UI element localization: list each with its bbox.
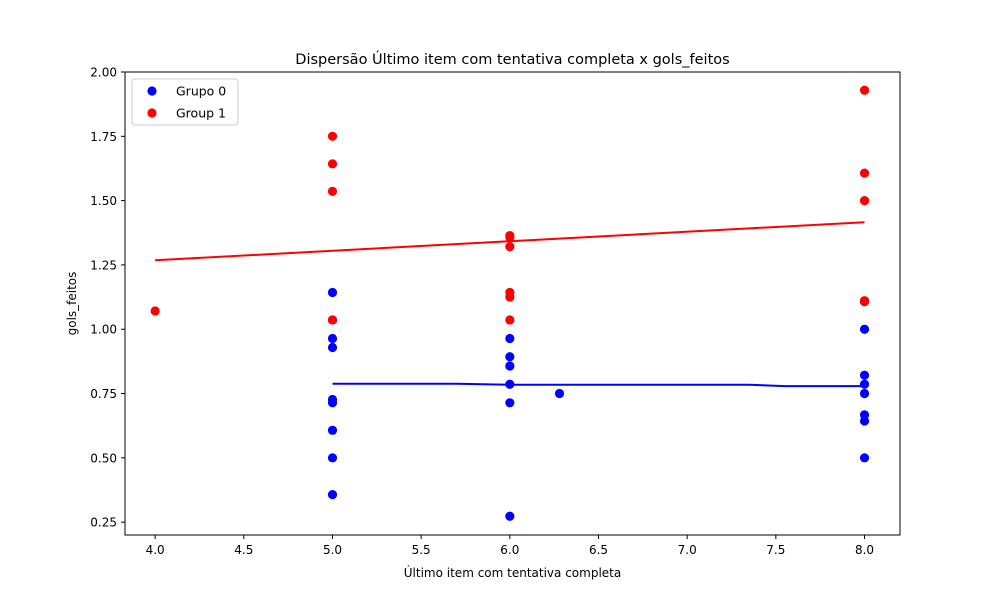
scatter-point-series-0 [327,453,338,463]
trend-line-series-0 [332,382,865,388]
legend: Grupo 0 Group 1 [131,78,239,126]
scatter-point-series-1 [505,232,515,242]
scatter-point-series-0 [327,425,338,435]
x-tick-label: 5.5 [412,543,431,557]
scatter-point-series-0 [505,511,515,521]
x-axis: 4.0 4.5 5.0 5.5 6.0 6.5 7.0 7.5 8.0 [146,535,874,557]
scatter-point-series-0 [859,324,870,334]
x-tick-label: 8.0 [855,543,874,557]
scatter-point-series-0 [505,352,515,362]
legend-marker-series-0 [147,86,157,96]
chart-title: Dispersão Último item com tentativa comp… [295,50,729,68]
y-tick-label: 2.00 [90,66,117,80]
scatter-point-series-1 [859,297,870,307]
scatter-point-series-1 [327,315,338,325]
scatter-point-series-0 [859,453,870,463]
scatter-point-series-1 [859,196,870,206]
y-tick-label: 0.25 [90,516,117,530]
scatter-point-series-0 [327,287,338,298]
y-tick-label: 0.50 [90,451,117,465]
trend-line-series-1 [155,221,865,262]
plot-area [150,85,870,521]
x-tick-label: 7.5 [766,543,785,557]
y-tick-label: 1.25 [90,258,117,272]
legend-box [131,78,239,126]
scatter-point-series-1 [327,159,338,169]
x-tick-label: 4.5 [234,543,253,557]
scatter-point-series-0 [505,333,515,344]
scatter-point-series-0 [327,398,338,408]
scatter-point-series-0 [505,361,515,371]
scatter-point-series-0 [327,333,338,344]
scatter-point-series-0 [505,398,515,408]
x-tick-label: 4.0 [146,543,165,557]
y-tick-label: 1.50 [90,194,117,208]
scatter-point-series-0 [859,388,870,399]
plot-frame [124,71,901,536]
x-axis-label: Último item com tentativa completa [404,565,621,580]
y-tick-label: 0.75 [90,387,117,401]
scatter-point-series-1 [505,292,515,302]
y-tick-label: 1.75 [90,130,117,144]
scatter-point-series-0 [859,416,870,426]
scatter-point-series-1 [327,186,338,196]
scatter-point-series-0 [327,490,338,500]
x-tick-label: 7.0 [678,543,697,557]
legend-label-series-0: Grupo 0 [176,84,226,99]
scatter-point-series-1 [859,168,870,178]
legend-marker-series-1 [147,108,157,118]
x-tick-label: 6.5 [589,543,608,557]
scatter-point-series-0 [327,342,338,353]
y-axis-label: gols_feitos [65,272,79,336]
x-tick-label: 5.0 [323,543,342,557]
scatter-point-series-1 [859,85,870,95]
y-tick-label: 1.00 [90,323,117,337]
scatter-point-series-0 [859,379,870,389]
legend-label-series-1: Group 1 [176,106,226,121]
scatter-point-series-0 [554,388,565,399]
scatter-point-series-1 [150,306,160,316]
scatter-point-series-1 [327,131,338,141]
scatter-point-series-0 [859,370,870,380]
x-tick-label: 6.0 [500,543,519,557]
scatter-point-series-1 [505,242,515,252]
scatter-point-series-1 [505,315,515,325]
y-axis: 0.25 0.50 0.75 1.00 1.25 1.50 1.75 2.00 [90,66,125,530]
